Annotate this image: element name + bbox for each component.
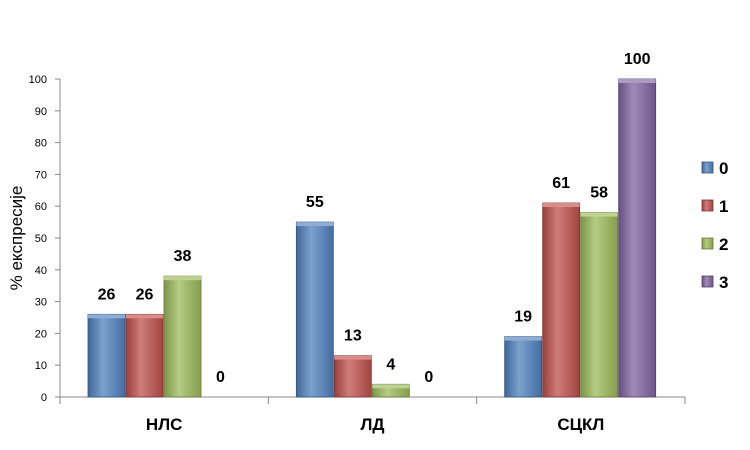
data-label: 0 bbox=[216, 369, 225, 386]
category-label: НЛС bbox=[146, 415, 182, 434]
legend-swatch bbox=[701, 237, 714, 250]
y-tick-label: 30 bbox=[35, 297, 47, 309]
y-tick-label: 50 bbox=[35, 233, 47, 245]
bars bbox=[87, 78, 657, 398]
data-label: 19 bbox=[514, 309, 532, 326]
data-label: 4 bbox=[386, 356, 395, 373]
bar-top-highlight bbox=[164, 276, 201, 281]
bar-0-СЦКЛ bbox=[504, 336, 543, 398]
bar-0-НЛС bbox=[87, 313, 126, 398]
bar-3-СЦКЛ bbox=[618, 78, 657, 398]
bar-2-НЛС bbox=[163, 275, 202, 398]
y-tick-label: 10 bbox=[35, 360, 47, 372]
y-tick-label: 20 bbox=[35, 328, 47, 340]
bar-0-ЛД bbox=[295, 221, 334, 398]
data-label: 26 bbox=[98, 286, 116, 303]
y-tick-label: 80 bbox=[35, 138, 47, 150]
y-axis-title: % експресије bbox=[7, 186, 26, 291]
bar-top-highlight bbox=[372, 384, 410, 389]
legend-swatch bbox=[701, 199, 714, 212]
data-labels: 26 26 38 0 55 13 4 0 19 61 58 100 bbox=[98, 51, 651, 386]
bar-top-highlight bbox=[580, 212, 618, 217]
data-label: 38 bbox=[174, 248, 192, 265]
bar-1-НЛС bbox=[125, 313, 164, 398]
y-axis: 0 10 20 30 40 50 60 70 80 90 100 bbox=[29, 74, 61, 404]
data-label: 55 bbox=[306, 194, 324, 211]
x-axis: НЛС ЛД СЦКЛ bbox=[59, 396, 686, 434]
data-label: 58 bbox=[590, 185, 608, 202]
bar-2-СЦКЛ bbox=[580, 212, 619, 398]
category-label: СЦКЛ bbox=[557, 415, 604, 434]
category-label: ЛД bbox=[360, 415, 384, 434]
data-label: 26 bbox=[136, 286, 154, 303]
bar-1-СЦКЛ bbox=[542, 202, 581, 398]
y-tick-label: 90 bbox=[35, 106, 47, 118]
legend-label: 2 bbox=[719, 235, 728, 254]
data-label: 0 bbox=[424, 369, 433, 386]
bar-top-highlight bbox=[504, 336, 542, 341]
legend-label: 0 bbox=[719, 159, 728, 178]
bar-top-highlight bbox=[334, 355, 372, 360]
legend-swatch bbox=[701, 275, 714, 288]
bar-top-highlight bbox=[88, 314, 125, 319]
bar-1-ЛД bbox=[333, 355, 372, 398]
bar-top-highlight bbox=[296, 222, 334, 227]
legend-swatch bbox=[701, 161, 714, 174]
y-tick-label: 100 bbox=[29, 74, 47, 86]
data-label: 100 bbox=[624, 51, 651, 68]
y-tick-label: 60 bbox=[35, 201, 47, 213]
y-tick-label: 40 bbox=[35, 265, 47, 277]
data-label: 61 bbox=[552, 175, 570, 192]
legend-label: 1 bbox=[719, 197, 728, 216]
data-label: 13 bbox=[344, 328, 362, 345]
legend-label: 3 bbox=[719, 273, 728, 292]
bar-top-highlight bbox=[618, 79, 656, 83]
bar-top-highlight bbox=[542, 203, 580, 208]
bar-top-highlight bbox=[126, 314, 163, 319]
y-tick-label: 0 bbox=[41, 392, 47, 404]
y-tick-label: 70 bbox=[35, 169, 47, 181]
legend: 0 1 2 3 bbox=[701, 159, 728, 292]
